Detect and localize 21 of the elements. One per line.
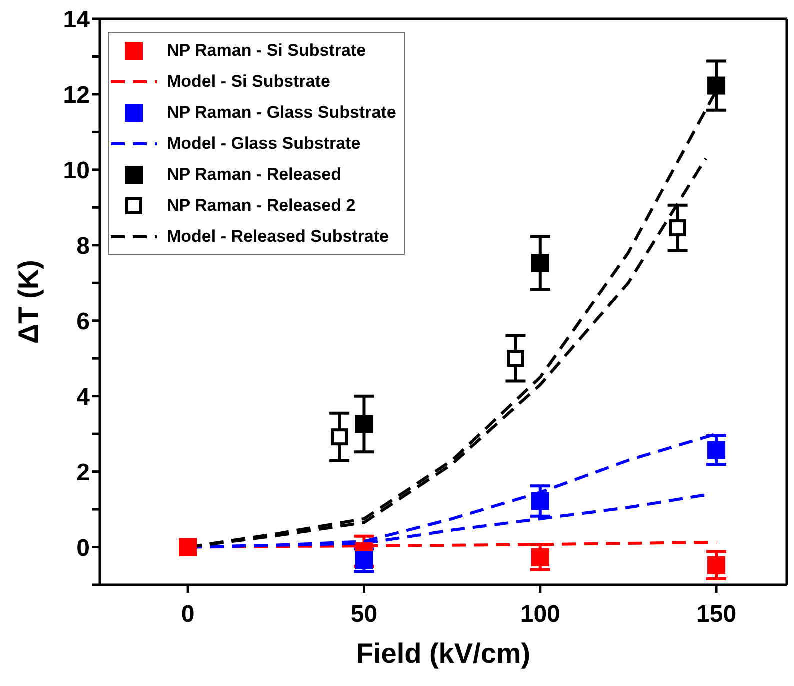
legend-label: NP Raman - Released [167,164,342,184]
y-tick-label: 10 [63,157,90,184]
y-tick-label: 0 [76,534,90,562]
y-tick-label: 6 [76,308,90,336]
y-axis-title: ΔT (K) [12,260,44,344]
x-tick-label: 150 [696,601,737,628]
legend-label: Model - Glass Substrate [167,134,361,154]
y-tick-label: 2 [76,459,90,486]
y-tick-label: 12 [63,82,90,109]
y-tick-label: 8 [76,232,90,260]
y-tick-label: 14 [63,6,91,34]
y-tick-label: 4 [76,384,91,411]
legend-label: NP Raman - Si Substrate [167,40,366,60]
legend-label: Model - Released Substrate [167,226,390,246]
x-tick-label: 50 [350,601,378,628]
legend-label: NP Raman - Released 2 [167,196,356,216]
legend-label: Model - Si Substrate [167,72,330,92]
x-tick-label: 0 [181,601,195,628]
x-axis-title: Field (kV/cm) [356,638,531,669]
x-tick-label: 100 [520,601,560,628]
legend-label: NP Raman - Glass Substrate [167,102,396,122]
